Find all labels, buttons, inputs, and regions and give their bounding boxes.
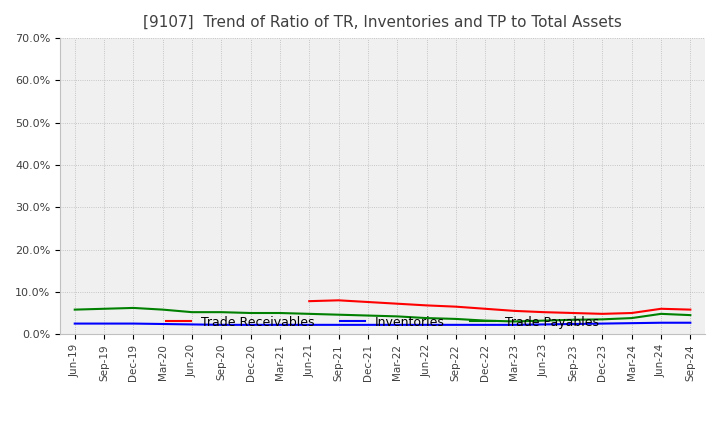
Inventories <box>71 321 79 326</box>
Trade Payables <box>510 319 519 324</box>
Inventories <box>334 322 343 327</box>
Trade Payables <box>246 310 255 315</box>
Trade Receivables <box>598 311 607 316</box>
Inventories <box>481 322 490 327</box>
Trade Payables <box>71 307 79 312</box>
Inventories <box>188 322 197 327</box>
Trade Payables <box>188 309 197 315</box>
Trade Payables <box>657 311 665 316</box>
Trade Payables <box>627 315 636 321</box>
Inventories <box>451 322 460 327</box>
Trade Receivables <box>422 303 431 308</box>
Trade Payables <box>364 313 372 318</box>
Inventories <box>364 322 372 327</box>
Trade Payables <box>217 309 225 315</box>
Trade Payables <box>276 310 284 315</box>
Trade Receivables <box>305 298 314 304</box>
Trade Receivables <box>393 301 402 306</box>
Line: Trade Payables: Trade Payables <box>75 308 690 322</box>
Inventories <box>276 322 284 327</box>
Trade Receivables <box>686 307 695 312</box>
Trade Receivables <box>539 309 548 315</box>
Inventories <box>627 320 636 326</box>
Trade Payables <box>539 318 548 323</box>
Trade Receivables <box>657 306 665 312</box>
Trade Receivables <box>481 306 490 312</box>
Trade Receivables <box>364 299 372 304</box>
Inventories <box>657 320 665 325</box>
Inventories <box>246 322 255 327</box>
Inventories <box>569 321 577 326</box>
Trade Payables <box>686 312 695 318</box>
Trade Receivables <box>627 310 636 315</box>
Trade Payables <box>393 314 402 319</box>
Trade Payables <box>598 317 607 322</box>
Inventories <box>422 322 431 327</box>
Trade Payables <box>100 306 109 312</box>
Legend: Trade Receivables, Inventories, Trade Payables: Trade Receivables, Inventories, Trade Pa… <box>161 311 604 334</box>
Trade Payables <box>334 312 343 317</box>
Inventories <box>100 321 109 326</box>
Inventories <box>686 320 695 325</box>
Trade Payables <box>569 317 577 323</box>
Trade Receivables <box>569 310 577 315</box>
Inventories <box>217 322 225 327</box>
Trade Payables <box>305 311 314 316</box>
Trade Payables <box>422 315 431 321</box>
Inventories <box>598 321 607 326</box>
Inventories <box>158 321 167 326</box>
Trade Payables <box>158 307 167 312</box>
Trade Receivables <box>451 304 460 309</box>
Inventories <box>305 322 314 327</box>
Title: [9107]  Trend of Ratio of TR, Inventories and TP to Total Assets: [9107] Trend of Ratio of TR, Inventories… <box>143 15 622 30</box>
Trade Payables <box>129 305 138 311</box>
Trade Payables <box>451 316 460 322</box>
Trade Payables <box>481 318 490 323</box>
Line: Trade Receivables: Trade Receivables <box>310 301 690 314</box>
Inventories <box>539 322 548 327</box>
Inventories <box>510 322 519 327</box>
Trade Receivables <box>334 298 343 303</box>
Line: Inventories: Inventories <box>75 323 690 325</box>
Inventories <box>393 322 402 327</box>
Trade Receivables <box>510 308 519 314</box>
Inventories <box>129 321 138 326</box>
